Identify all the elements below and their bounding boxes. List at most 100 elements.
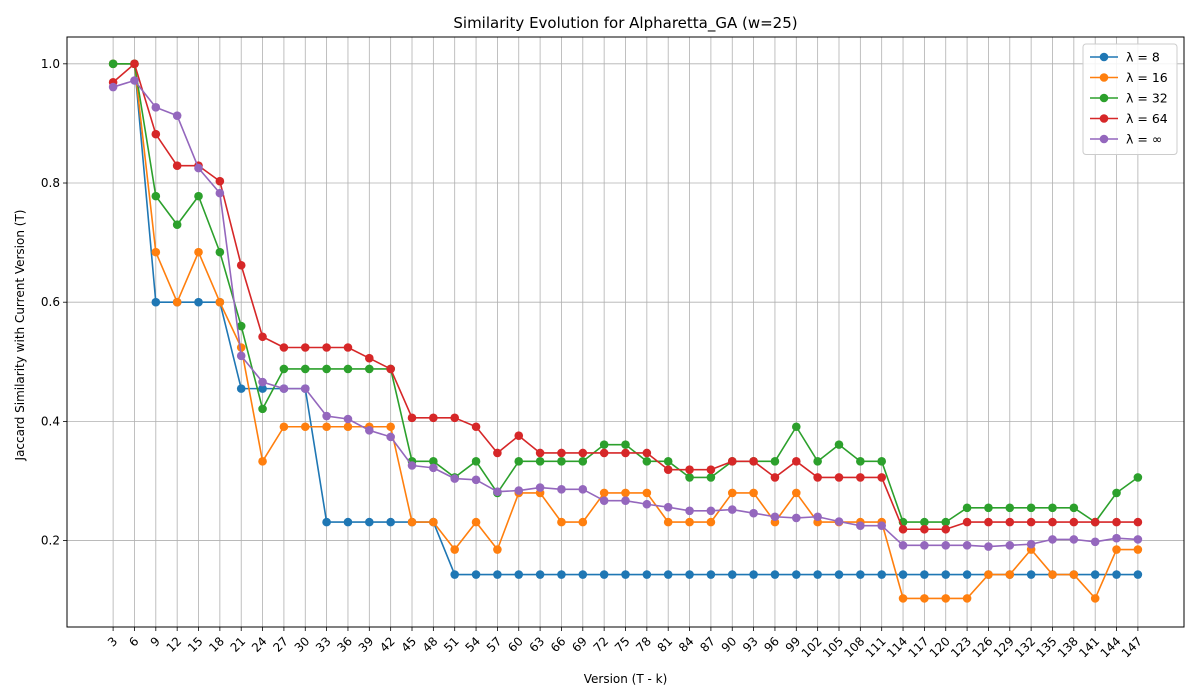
legend-swatch-marker <box>1099 93 1109 103</box>
series-5 <box>108 76 1143 551</box>
data-point <box>300 364 310 374</box>
data-point <box>984 542 993 551</box>
data-point <box>941 517 951 527</box>
data-point <box>962 503 972 513</box>
data-point <box>706 465 716 474</box>
data-point <box>856 473 865 482</box>
legend-label: λ = ∞ <box>1126 132 1162 147</box>
data-point <box>920 594 929 603</box>
data-point <box>258 332 267 342</box>
legend-item: λ = 8 <box>1090 50 1160 65</box>
x-tick-label: 111 <box>863 634 889 660</box>
legend-swatch-marker <box>1099 114 1109 123</box>
data-point <box>642 499 652 509</box>
x-tick-label: 72 <box>591 634 612 655</box>
data-point <box>322 422 331 432</box>
data-point <box>450 545 460 554</box>
x-tick-label: 117 <box>905 634 931 660</box>
data-point <box>450 570 460 579</box>
data-point <box>386 517 395 527</box>
x-tick-label: 123 <box>948 634 974 660</box>
data-point <box>194 191 203 201</box>
data-point <box>685 517 694 527</box>
data-point <box>813 570 822 579</box>
y-tick-label: 0.2 <box>41 534 60 548</box>
data-point <box>749 570 758 579</box>
legend-label: λ = 16 <box>1126 70 1168 85</box>
data-point <box>365 353 374 363</box>
x-tick-label: 24 <box>249 634 270 655</box>
plot-frame <box>66 36 1185 628</box>
data-point <box>535 483 545 492</box>
x-tick-label: 51 <box>441 634 462 655</box>
x-tick-label: 27 <box>270 634 291 655</box>
data-point <box>1069 535 1079 544</box>
data-point <box>984 503 993 513</box>
data-point <box>493 570 502 579</box>
data-point <box>407 461 417 470</box>
x-tick-label: 54 <box>462 634 483 655</box>
legend-item: λ = 16 <box>1090 70 1168 85</box>
data-point <box>557 457 566 466</box>
data-point <box>898 541 908 550</box>
data-point <box>557 485 566 494</box>
data-point <box>749 488 758 498</box>
data-point <box>578 570 588 579</box>
data-point <box>834 517 844 526</box>
data-point <box>236 384 246 393</box>
data-point <box>770 457 780 466</box>
data-point <box>1048 503 1057 513</box>
data-point <box>386 364 395 374</box>
data-point <box>343 517 353 527</box>
y-tick-label: 0.6 <box>41 295 60 309</box>
data-point <box>236 260 246 270</box>
x-tick-label: 12 <box>164 634 185 655</box>
y-tick-label: 0.4 <box>41 414 60 428</box>
data-point <box>834 570 844 579</box>
data-point <box>429 457 438 466</box>
data-point <box>215 247 225 257</box>
data-point <box>151 129 161 139</box>
data-point <box>215 297 225 307</box>
data-point <box>749 457 758 466</box>
data-point <box>685 570 694 579</box>
data-point <box>706 506 716 516</box>
data-point <box>471 475 481 485</box>
x-tick-label: 48 <box>420 634 441 655</box>
data-point <box>108 59 118 69</box>
data-point <box>386 432 395 442</box>
data-point <box>685 506 694 516</box>
data-point <box>471 457 481 466</box>
data-point <box>599 570 609 579</box>
data-point <box>1133 545 1143 554</box>
data-point <box>1005 517 1015 527</box>
data-point <box>514 431 524 440</box>
data-point <box>727 505 737 514</box>
data-point <box>791 422 801 432</box>
data-point <box>1112 488 1121 498</box>
data-point <box>535 570 545 579</box>
x-tick-label: 60 <box>505 634 526 655</box>
legend-item: λ = 64 <box>1090 111 1168 126</box>
data-point <box>834 440 844 449</box>
data-point <box>813 473 822 482</box>
legend-item: λ = ∞ <box>1090 132 1162 147</box>
data-point <box>1133 535 1143 544</box>
data-point <box>920 517 929 527</box>
legend-label: λ = 64 <box>1126 111 1168 126</box>
x-tick-label: 30 <box>292 634 313 655</box>
data-point <box>471 570 481 579</box>
data-point <box>343 364 353 374</box>
data-point <box>535 457 545 466</box>
data-point <box>258 457 267 466</box>
x-tick-label: 39 <box>356 634 377 655</box>
data-point <box>813 512 822 522</box>
x-tick-label: 84 <box>676 634 697 655</box>
data-point <box>962 594 972 603</box>
data-point <box>365 364 374 374</box>
data-point <box>877 473 886 482</box>
x-tick-label: 120 <box>927 634 953 660</box>
data-point <box>172 297 182 307</box>
data-point <box>429 517 438 527</box>
x-tick-label: 69 <box>569 634 590 655</box>
